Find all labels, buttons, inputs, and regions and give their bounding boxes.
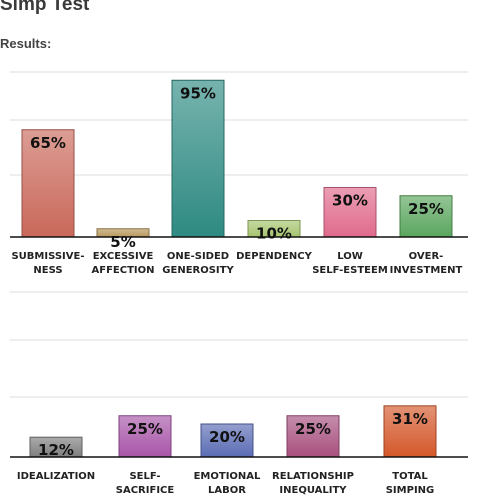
bar-value-label: 25% bbox=[408, 200, 444, 218]
category-label-line: NESS bbox=[33, 265, 62, 276]
results-chart-bottom: 12% IDEALIZATION 25% SELF- SACRIFICE 20% EMOTI… bbox=[10, 291, 468, 496]
bar-value-label: 20% bbox=[209, 428, 245, 446]
results-label: Results: bbox=[0, 36, 52, 51]
category-label-line: OVER- bbox=[409, 251, 444, 262]
bar-bottom-5 bbox=[383, 405, 437, 458]
page-title: Simp Test bbox=[0, 0, 90, 15]
bar-top-6 bbox=[399, 195, 453, 238]
category-label-line: SELF-ESTEEM bbox=[312, 265, 388, 276]
category-label: OVER- INVESTMENT bbox=[390, 251, 463, 276]
category-label-line: LABOR bbox=[208, 485, 246, 496]
category-label: SUBMISSIVE- NESS bbox=[11, 251, 84, 276]
category-label: DEPENDENCY bbox=[236, 251, 313, 262]
category-label-line: TOTAL bbox=[392, 471, 428, 482]
category-label-line: DEPENDENCY bbox=[236, 251, 313, 262]
category-label: RELATIONSHIP INEQUALITY bbox=[272, 471, 354, 496]
bar-top-3 bbox=[171, 79, 225, 238]
category-label: IDEALIZATION bbox=[17, 471, 95, 482]
category-label-line: RELATIONSHIP bbox=[272, 471, 354, 482]
category-label: LOW SELF-ESTEEM bbox=[312, 251, 388, 276]
category-label-line: LOW bbox=[337, 251, 363, 262]
category-label: EXCESSIVE AFFECTION bbox=[92, 251, 155, 276]
bar-bottom-3 bbox=[200, 423, 254, 458]
bar-value-label: 25% bbox=[295, 420, 331, 438]
bar-value-label: 65% bbox=[30, 134, 66, 152]
bar-value-label: 95% bbox=[180, 84, 216, 102]
category-label-line: IDEALIZATION bbox=[17, 471, 95, 482]
category-label-line: EXCESSIVE bbox=[93, 251, 154, 262]
category-label-line: GENEROSITY bbox=[162, 265, 234, 276]
bar-value-label: 31% bbox=[392, 410, 428, 428]
category-label-line: SACRIFICE bbox=[116, 485, 175, 496]
category-label-line: EMOTIONAL bbox=[194, 471, 261, 482]
bar-value-label: 30% bbox=[332, 192, 368, 210]
bar-value-label: 25% bbox=[127, 420, 163, 438]
bar-bottom-4 bbox=[286, 415, 340, 458]
category-label-line: INEQUALITY bbox=[279, 485, 347, 496]
results-chart-top: 65% SUBMISSIVE- NESS 5%EXCESSIVE AFFECTION 95… bbox=[10, 71, 468, 276]
category-label-line: SIMPING bbox=[386, 485, 435, 496]
bar-value-label: 10% bbox=[256, 225, 292, 243]
category-label-line: AFFECTION bbox=[92, 265, 155, 276]
category-label-line: SUBMISSIVE- bbox=[11, 251, 84, 262]
category-label-line: SELF- bbox=[129, 471, 160, 482]
category-label: TOTAL SIMPING bbox=[386, 471, 435, 496]
bar-top-1 bbox=[21, 129, 75, 238]
bar-bottom-2 bbox=[118, 415, 172, 458]
category-label-line: INVESTMENT bbox=[390, 265, 463, 276]
bar-value-label: 5% bbox=[110, 233, 135, 251]
bar-top-5 bbox=[323, 187, 377, 238]
category-label: SELF- SACRIFICE bbox=[116, 471, 175, 496]
category-label: ONE-SIDED GENEROSITY bbox=[162, 251, 234, 276]
category-label: EMOTIONAL LABOR bbox=[194, 471, 261, 496]
bar-value-label: 12% bbox=[38, 441, 74, 459]
category-label-line: ONE-SIDED bbox=[167, 251, 229, 262]
